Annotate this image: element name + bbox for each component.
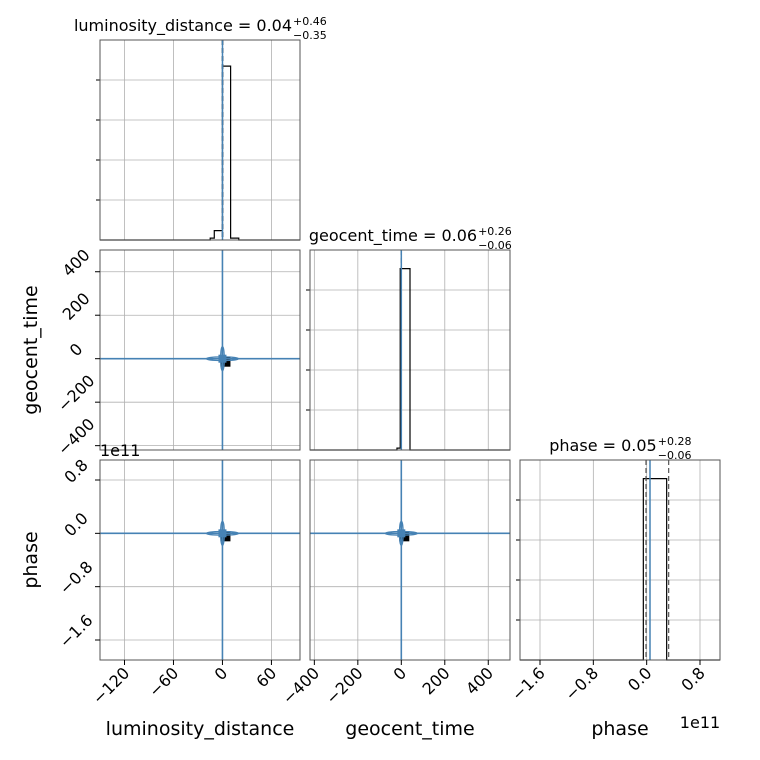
panel-frame	[309, 459, 511, 661]
hist-panel-luminosity_distance: luminosity_distance = 0.04 +0.46−0.35	[74, 15, 327, 241]
x-tick-label: 400	[462, 663, 497, 698]
panel-title: phase = 0.05	[549, 436, 656, 455]
panel-bg	[520, 460, 720, 660]
y-tick-label: −400	[54, 415, 99, 460]
title-minus-error: −0.35	[293, 29, 327, 42]
x-tick-label: −1.6	[508, 663, 549, 704]
y-tick-label: 0.8	[60, 455, 91, 486]
hist-panel-geocent_time: geocent_time = 0.06 +0.26−0.06	[306, 225, 512, 451]
panel-bg	[100, 40, 300, 240]
x-tick-label: 0	[211, 663, 232, 684]
y-tick-label: 0.0	[60, 509, 91, 540]
truth-marker	[218, 529, 227, 538]
x-tick-label: −120	[89, 663, 134, 708]
panel-frame	[99, 459, 301, 661]
x-tick-label: −400	[279, 663, 324, 708]
x-axis-label: geocent_time	[345, 718, 474, 740]
x-tick-label: 0	[389, 663, 410, 684]
panel-bg	[100, 460, 300, 660]
y-tick-label: −0.8	[56, 557, 97, 598]
y-tick-label: 200	[59, 289, 94, 324]
x-tick-label: −60	[145, 663, 182, 700]
panel-frame	[99, 249, 301, 451]
title-plus-error: +0.26	[478, 225, 512, 238]
panel-frame	[99, 39, 301, 241]
scatter-panel-phase-vs-geocent_time	[309, 459, 511, 661]
panel-frame	[309, 249, 511, 451]
y-tick-label: −1.6	[56, 611, 97, 652]
title-plus-error: +0.28	[658, 435, 692, 448]
title-minus-error: −0.06	[478, 239, 512, 252]
truth-marker	[397, 529, 406, 538]
x-tick-label: −0.8	[561, 663, 602, 704]
y-tick-label: −200	[54, 371, 99, 416]
panel-bg	[310, 460, 510, 660]
panel-title: geocent_time = 0.06	[309, 226, 477, 246]
title-plus-error: +0.46	[293, 15, 327, 28]
y-offset-text: 1e11	[100, 441, 140, 460]
scatter-panel-phase-vs-luminosity_distance	[99, 459, 301, 661]
hist-panel-phase: phase = 0.05 +0.28−0.06	[516, 435, 721, 661]
x-tick-label: 0.8	[677, 663, 708, 694]
title-minus-error: −0.06	[658, 449, 692, 462]
y-axis-label: geocent_time	[20, 285, 42, 414]
x-tick-label: 0.0	[624, 663, 655, 694]
x-axis-label: phase	[591, 718, 648, 740]
x-tick-label: −200	[322, 663, 367, 708]
y-tick-label: 0	[66, 339, 87, 360]
x-tick-label: 60	[252, 663, 280, 691]
panel-title: luminosity_distance = 0.04	[74, 16, 292, 36]
x-tick-label: 200	[419, 663, 454, 698]
x-axis-label: luminosity_distance	[106, 718, 295, 740]
x-offset-text: 1e11	[680, 713, 720, 732]
truth-marker	[218, 354, 227, 363]
y-axis-label: phase	[20, 531, 42, 588]
panel-bg	[100, 250, 300, 450]
panel-frame	[519, 459, 721, 661]
scatter-panel-geocent_time-vs-luminosity_distance	[99, 249, 301, 451]
y-tick-label: 400	[59, 245, 94, 280]
